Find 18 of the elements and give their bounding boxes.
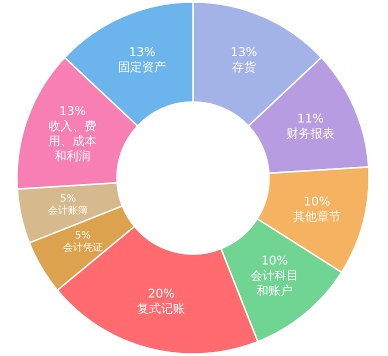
slice-label: 会计科目和账户 — [250, 268, 299, 298]
slice-label: 其他章节 — [292, 210, 341, 224]
slice-label: 会计账簿 — [48, 204, 88, 216]
data-label: 13% — [128, 45, 156, 60]
slice-label: 存货 — [232, 60, 256, 74]
data-label: 20% — [148, 286, 175, 301]
data-label: 11% — [297, 112, 324, 126]
slice-label: 复式记账 — [137, 302, 186, 316]
slice-label: 收入、费用、成本和利润 — [48, 119, 97, 164]
data-label: 13% — [59, 104, 86, 118]
slice-label: 财务报表 — [286, 126, 334, 141]
data-label: 10% — [261, 254, 288, 268]
data-label: 5% — [60, 193, 76, 204]
slice-label: 会计凭证 — [62, 241, 103, 254]
slice-label: 固定资产 — [118, 60, 166, 74]
data-label: 5% — [74, 230, 91, 242]
data-label: 10% — [304, 194, 330, 209]
data-label: 13% — [230, 45, 258, 60]
